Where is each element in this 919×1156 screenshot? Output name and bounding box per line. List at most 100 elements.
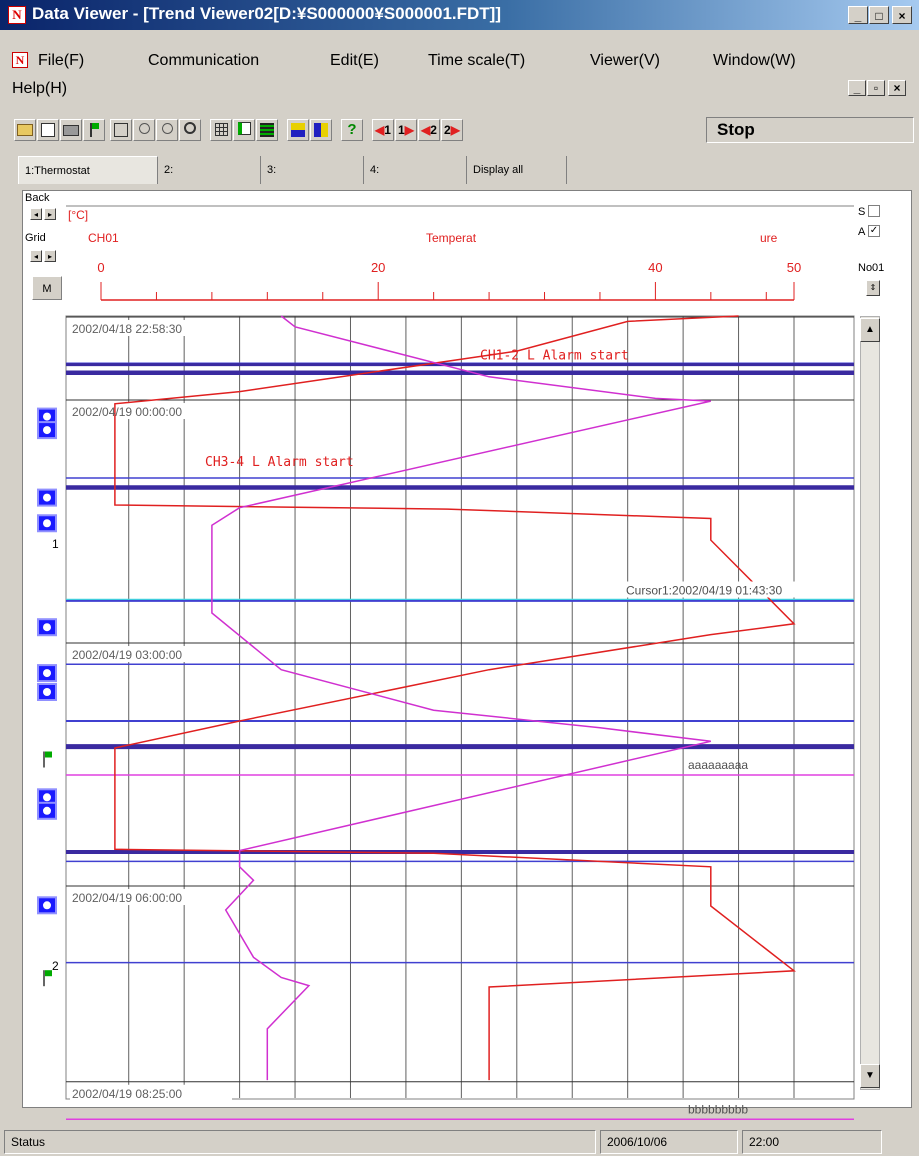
alarm-marker-dot-icon (43, 806, 51, 815)
a-checkbox[interactable]: ✓ (868, 225, 880, 237)
scale-tick-label: 40 (648, 260, 662, 275)
child-minimize-button[interactable]: _ (848, 80, 866, 96)
back-label: Back (25, 192, 50, 204)
toolbar: ? ◀1 1▶ ◀2 2▶ (0, 112, 919, 150)
alarm-marker-dot-icon (43, 669, 51, 678)
no-spin-button[interactable]: ⇕ (866, 280, 880, 296)
child-restore-button[interactable]: ▫ (867, 80, 885, 96)
properties-icon[interactable] (37, 119, 59, 141)
alarm-marker-dot-icon (43, 493, 51, 502)
menu-help[interactable]: Help(H) (12, 80, 68, 97)
cursor-label-bg (622, 581, 850, 598)
tab-3[interactable]: 3: (261, 156, 364, 184)
alarm-marker-dot-icon (43, 901, 51, 910)
unit-label: [°C] (68, 208, 88, 222)
cursor1-icon[interactable]: ◀1 (372, 119, 394, 141)
alarm-marker-dot-icon (43, 688, 51, 696)
menu-time-scale[interactable]: Time scale(T) (428, 52, 526, 69)
time-label: 2002/04/19 08:25:00 (72, 1087, 182, 1101)
menu-edit[interactable]: Edit(E) (330, 52, 379, 69)
status-date: 2006/10/06 (600, 1130, 738, 1154)
status-display: Stop (706, 117, 914, 143)
flag-icon (45, 970, 52, 977)
minimize-button[interactable]: _ (848, 6, 868, 24)
mark-label: aaaaaaaaa (688, 758, 748, 772)
help-icon[interactable]: ? (341, 119, 363, 141)
cursor2-jump-icon[interactable]: 2▶ (441, 119, 463, 141)
menu-bar: N File(F) Communication Edit(E) Time sca… (0, 30, 919, 100)
zoom-in-icon[interactable] (133, 119, 155, 141)
series-magenta-trace (211, 315, 711, 1081)
axis-title-right: ure (760, 231, 778, 245)
maximize-button[interactable]: □ (869, 6, 889, 24)
window-title: Data Viewer - [Trend Viewer02[D:¥S000000… (32, 4, 501, 23)
alarm-marker-dot-icon (43, 426, 51, 435)
cursor2-icon[interactable]: ◀2 (418, 119, 440, 141)
grid-left-button[interactable]: ◂ (30, 250, 42, 262)
scale-tick-label: 20 (371, 260, 385, 275)
s-checkbox[interactable] (868, 205, 880, 217)
tab-1-thermostat[interactable]: 1:Thermostat (18, 156, 158, 184)
close-button[interactable]: × (892, 6, 912, 24)
alarm-marker-dot-icon (43, 519, 51, 528)
scroll-up-button[interactable]: ▲ (860, 318, 880, 342)
time-label: 2002/04/19 00:00:00 (72, 405, 182, 419)
time-label-bg (70, 889, 232, 906)
scale-tick-label: 0 (97, 260, 104, 275)
grid-label: Grid (25, 232, 46, 244)
plot-area (65, 315, 855, 1100)
status-text: Status (4, 1130, 596, 1154)
status-time: 22:00 (742, 1130, 882, 1154)
grid-right-button[interactable]: ▸ (44, 250, 56, 262)
menu-viewer[interactable]: Viewer(V) (590, 52, 660, 69)
tab-2[interactable]: 2: (158, 156, 261, 184)
scale-tick-label: 50 (787, 260, 801, 275)
data-viewer-icon[interactable]: N (8, 6, 26, 24)
table-icon[interactable] (256, 119, 278, 141)
menu-communication[interactable]: Communication (148, 52, 260, 69)
flag-icon (45, 751, 52, 758)
status-bar (0, 1128, 919, 1156)
open-icon[interactable] (14, 119, 36, 141)
menu-window[interactable]: Window(W) (713, 52, 796, 69)
alarm-marker-dot-icon (43, 412, 51, 421)
compare-icon[interactable] (310, 119, 332, 141)
a-label: A (858, 226, 866, 238)
menu-file[interactable]: File(F) (38, 52, 85, 69)
time-label-bg (70, 1084, 232, 1101)
time-label: 2002/04/19 06:00:00 (72, 891, 182, 905)
tab-display-all[interactable]: Display all (467, 156, 567, 184)
s-label: S (858, 206, 866, 218)
flag-icon[interactable] (83, 119, 105, 141)
title-bar: N Data Viewer - [Trend Viewer02[D:¥S0000… (0, 0, 919, 30)
time-label-bg (70, 403, 232, 420)
axis-title-left: Temperat (426, 231, 477, 245)
cursor-label: Cursor1:2002/04/19 01:43:30 (626, 584, 782, 598)
back-left-button[interactable]: ◂ (30, 208, 42, 220)
fit-icon[interactable] (110, 119, 132, 141)
time-label-bg (70, 320, 232, 336)
m-button[interactable]: M (32, 276, 62, 300)
channel-icon[interactable] (233, 119, 255, 141)
series-red-trace (114, 315, 797, 1081)
child-close-button[interactable]: × (888, 80, 906, 96)
vertical-scrollbar[interactable] (860, 316, 880, 1090)
time-label-bg (70, 646, 232, 663)
tab-4[interactable]: 4: (364, 156, 467, 184)
channel-label: CH01 (88, 231, 119, 245)
zoom-out-icon[interactable] (156, 119, 178, 141)
circle-icon[interactable] (179, 119, 201, 141)
alarm-marker-dot-icon (43, 623, 51, 632)
child-window-icon[interactable]: N (12, 52, 28, 68)
cursor1-jump-icon[interactable]: 1▶ (395, 119, 417, 141)
color-icon[interactable] (287, 119, 309, 141)
grid-icon[interactable] (210, 119, 232, 141)
scroll-down-button[interactable]: ▼ (860, 1064, 880, 1088)
mark-label: bbbbbbbbb (688, 1102, 748, 1116)
cursor2-marker-label: 2 (52, 959, 59, 973)
alarm-marker-dot-icon (43, 793, 51, 802)
back-right-button[interactable]: ▸ (44, 208, 56, 220)
print-icon[interactable] (60, 119, 82, 141)
cursor1-marker-label: 1 (52, 537, 59, 551)
